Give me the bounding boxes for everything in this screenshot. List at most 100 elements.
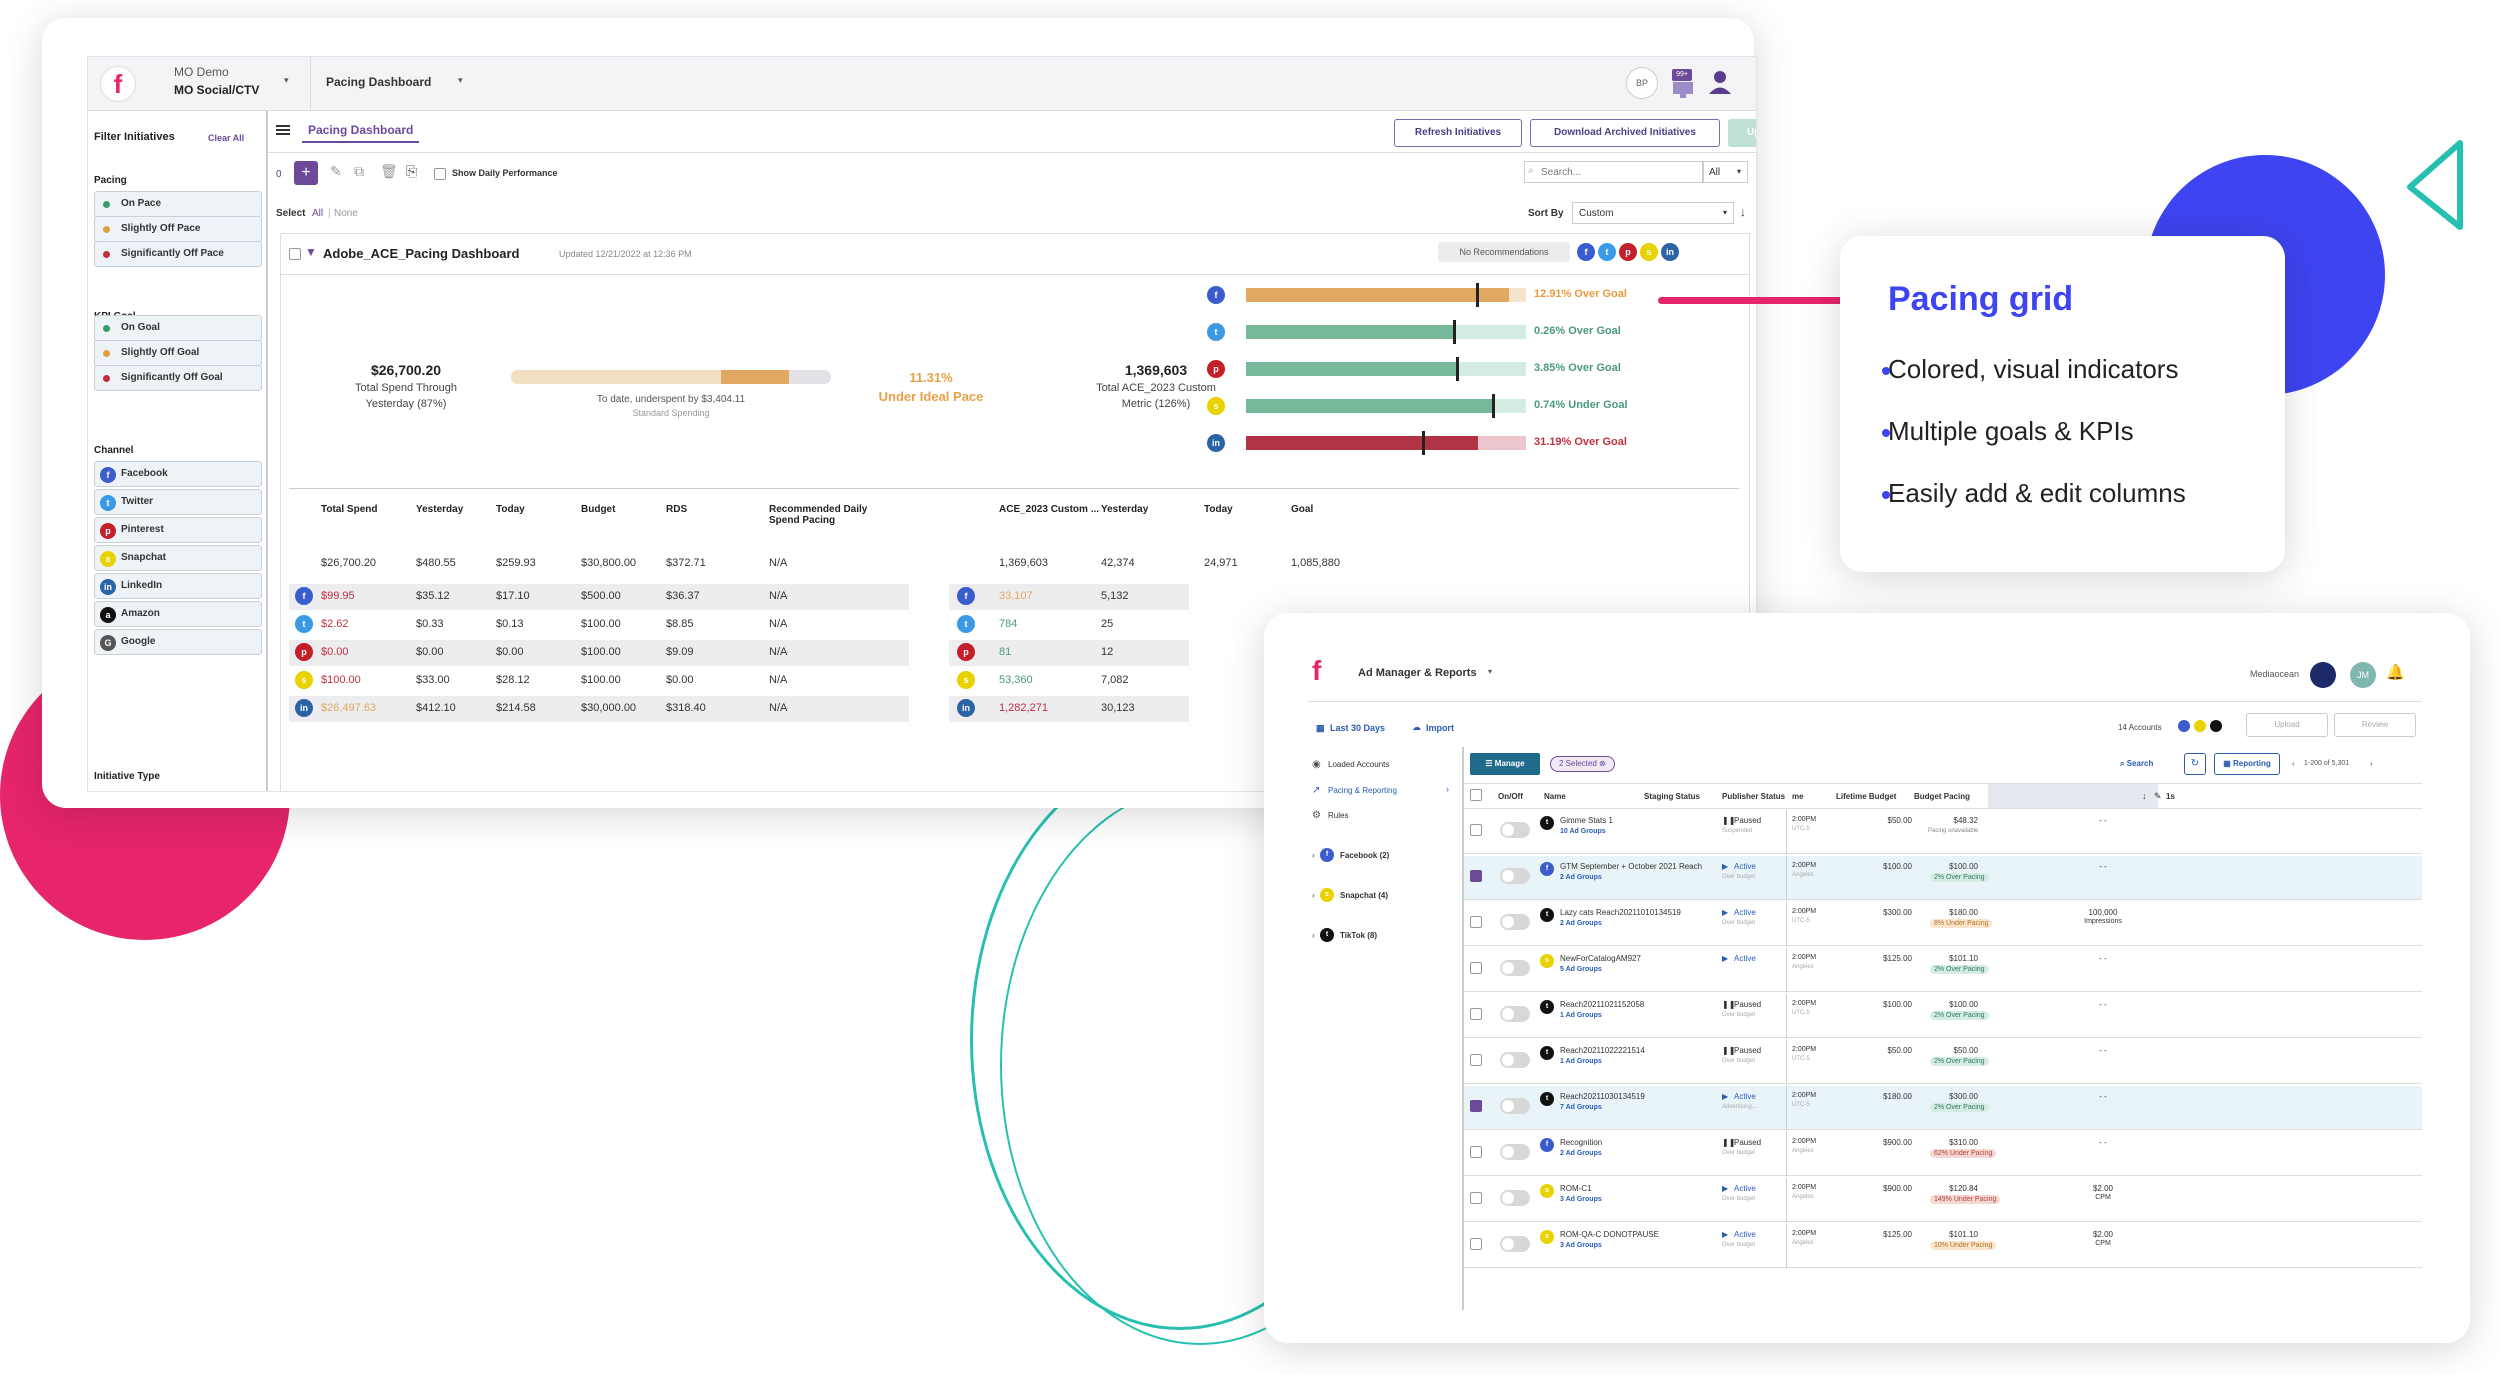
- column-header[interactable]: Lifetime Budget: [1836, 792, 1897, 801]
- user-icon[interactable]: [1708, 69, 1732, 95]
- on-off-toggle[interactable]: [1500, 1190, 1530, 1206]
- hamburger-icon[interactable]: [276, 123, 290, 137]
- nav-pacing-reporting[interactable]: Pacing & Reporting: [1328, 786, 1397, 795]
- platform-item[interactable]: Facebook (2): [1340, 851, 1390, 860]
- platform-item[interactable]: TikTok (8): [1340, 931, 1378, 940]
- campaign-name[interactable]: ROM-C1: [1560, 1184, 1592, 1193]
- ad-groups-link[interactable]: 3 Ad Groups: [1560, 1196, 1602, 1203]
- page-menu[interactable]: Pacing Dashboard: [326, 75, 432, 89]
- on-off-toggle[interactable]: [1500, 868, 1530, 884]
- reporting-button[interactable]: ▦ Reporting: [2214, 753, 2280, 775]
- show-daily-checkbox[interactable]: [434, 168, 446, 180]
- chevron-down-icon[interactable]: ▾: [284, 75, 289, 85]
- manage-button[interactable]: ☰ Manage: [1470, 753, 1540, 775]
- review-button[interactable]: Review: [2334, 713, 2416, 737]
- import-link[interactable]: Import: [1426, 723, 1454, 733]
- dashboard-checkbox[interactable]: [289, 248, 301, 260]
- user-avatar[interactable]: JM: [2350, 662, 2376, 688]
- ad-groups-link[interactable]: 5 Ad Groups: [1560, 966, 1602, 973]
- chevron-right-icon[interactable]: ›: [1312, 891, 1315, 900]
- row-checkbox[interactable]: [1470, 916, 1482, 928]
- close-icon[interactable]: ⊗: [1599, 759, 1606, 768]
- refresh-initiatives-button[interactable]: Refresh Initiatives: [1394, 119, 1522, 147]
- selected-chip[interactable]: 2 Selected ⊗: [1550, 756, 1615, 772]
- filter-amazon[interactable]: a Amazon: [94, 601, 262, 627]
- new-item-icon[interactable]: ⎘: [406, 163, 418, 179]
- on-off-toggle[interactable]: [1500, 822, 1530, 838]
- select-all-link[interactable]: All: [312, 208, 324, 219]
- collapse-icon[interactable]: ▼: [305, 245, 317, 259]
- chevron-down-icon[interactable]: ▾: [458, 75, 463, 85]
- download-archived-button[interactable]: Download Archived Initiatives: [1530, 119, 1720, 147]
- row-checkbox[interactable]: [1470, 1054, 1482, 1066]
- filter-on-goal[interactable]: On Goal: [94, 315, 262, 341]
- campaign-name[interactable]: Reach20211022221514: [1560, 1046, 1645, 1055]
- campaign-name[interactable]: Lazy cats Reach20211010134519: [1560, 908, 1681, 917]
- sort-direction-icon[interactable]: ↓: [1740, 205, 1746, 219]
- row-checkbox[interactable]: [1470, 962, 1482, 974]
- filter-google[interactable]: G Google: [94, 629, 262, 655]
- column-header[interactable]: 1s: [2166, 792, 2175, 801]
- edit-icon[interactable]: ✎: [2154, 791, 2162, 801]
- campaign-name[interactable]: Gimme Stats 1: [1560, 816, 1613, 825]
- column-header[interactable]: Name: [1544, 792, 1566, 801]
- table-row[interactable]: [1464, 1040, 2422, 1084]
- filter-on-pace[interactable]: On Pace: [94, 191, 262, 217]
- campaign-name[interactable]: Reach20211030134519: [1560, 1092, 1645, 1101]
- ad-groups-link[interactable]: 2 Ad Groups: [1560, 874, 1602, 881]
- table-row[interactable]: [1464, 1224, 2422, 1268]
- add-button[interactable]: +: [294, 161, 318, 185]
- chevron-right-icon[interactable]: ›: [1312, 931, 1315, 940]
- clear-all-link[interactable]: Clear All: [208, 133, 245, 143]
- row-checkbox[interactable]: [1470, 1146, 1482, 1158]
- on-off-toggle[interactable]: [1500, 1098, 1530, 1114]
- filter-slightly-off-pace[interactable]: Slightly Off Pace: [94, 216, 262, 242]
- column-header[interactable]: Staging Status: [1644, 792, 1701, 801]
- ad-groups-link[interactable]: 3 Ad Groups: [1560, 1242, 1602, 1249]
- ad-groups-link[interactable]: 7 Ad Groups: [1560, 1104, 1602, 1111]
- chevron-right-icon[interactable]: ›: [1312, 851, 1315, 860]
- on-off-toggle[interactable]: [1500, 1052, 1530, 1068]
- row-checkbox[interactable]: [1470, 870, 1482, 882]
- on-off-toggle[interactable]: [1500, 1236, 1530, 1252]
- column-header[interactable]: me: [1792, 792, 1804, 801]
- next-page-icon[interactable]: ›: [2370, 759, 2373, 768]
- filter-snapchat[interactable]: s Snapchat: [94, 545, 262, 571]
- upload-button[interactable]: Upload: [2246, 713, 2328, 737]
- prev-page-icon[interactable]: ‹: [2292, 759, 2295, 768]
- campaign-name[interactable]: Recognition: [1560, 1138, 1603, 1147]
- chevron-right-icon[interactable]: ›: [1446, 784, 1449, 794]
- bell-icon[interactable]: 🔔: [2386, 664, 2405, 681]
- campaign-name[interactable]: GTM September + October 2021 Reach: [1560, 862, 1703, 871]
- row-checkbox[interactable]: [1470, 1238, 1482, 1250]
- refresh-icon[interactable]: ↻: [2184, 753, 2206, 775]
- edit-icon[interactable]: ✎: [330, 163, 342, 179]
- table-row[interactable]: [1464, 994, 2422, 1038]
- search-button[interactable]: ⌕ Search: [2120, 759, 2153, 769]
- upload-button[interactable]: Upload: [1728, 119, 1756, 147]
- search-input[interactable]: [1524, 161, 1704, 183]
- search-scope-select[interactable]: All ▾: [1702, 161, 1748, 183]
- filter-significantly-off-goal[interactable]: Significantly Off Goal: [94, 365, 262, 391]
- tab-pacing-dashboard[interactable]: Pacing Dashboard: [302, 119, 420, 143]
- sort-icon[interactable]: ↓: [2142, 791, 2147, 801]
- ad-groups-link[interactable]: 1 Ad Groups: [1560, 1012, 1602, 1019]
- app-title[interactable]: Ad Manager & Reports: [1358, 667, 1477, 679]
- ad-groups-link[interactable]: 2 Ad Groups: [1560, 1150, 1602, 1157]
- select-all-checkbox[interactable]: [1470, 789, 1482, 801]
- ad-groups-link[interactable]: 10 Ad Groups: [1560, 828, 1606, 835]
- filter-twitter[interactable]: t Twitter: [94, 489, 262, 515]
- filter-facebook[interactable]: f Facebook: [94, 461, 262, 487]
- on-off-toggle[interactable]: [1500, 1006, 1530, 1022]
- on-off-toggle[interactable]: [1500, 914, 1530, 930]
- table-row[interactable]: [1464, 902, 2422, 946]
- table-row[interactable]: [1464, 948, 2422, 992]
- filter-significantly-off-pace[interactable]: Significantly Off Pace: [94, 241, 262, 267]
- campaign-name[interactable]: NewForCatalogAM927: [1560, 954, 1641, 963]
- row-checkbox[interactable]: [1470, 824, 1482, 836]
- date-range[interactable]: Last 30 Days: [1330, 723, 1386, 733]
- filter-linkedin[interactable]: in LinkedIn: [94, 573, 262, 599]
- on-off-toggle[interactable]: [1500, 960, 1530, 976]
- table-row[interactable]: [1464, 810, 2422, 854]
- column-header[interactable]: On/Off: [1498, 792, 1523, 801]
